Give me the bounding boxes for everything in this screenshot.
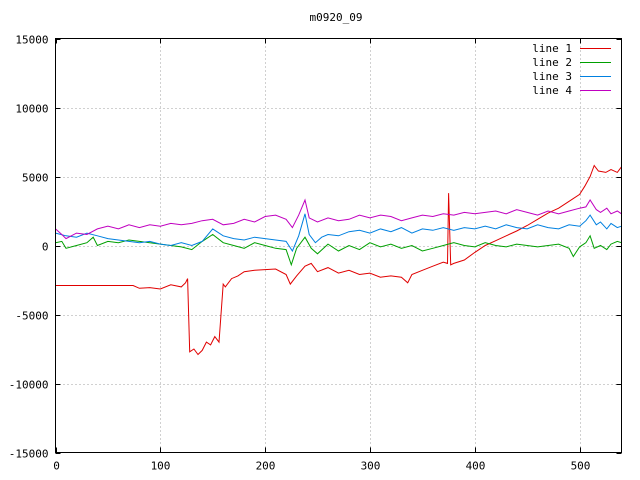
y-tick-label: -15000 [9,448,49,461]
series-line-4 [55,198,622,240]
legend-label-3: line 3 [532,70,572,83]
chart-title: m0920_09 [310,11,363,24]
x-tick-label: 400 [466,460,486,473]
plot-frame [55,38,622,453]
x-tick-label: 300 [361,460,381,473]
series-line-3 [55,213,622,253]
x-tick-label: 200 [256,460,276,473]
x-tick-label: 500 [571,460,591,473]
series-line-2 [55,233,622,267]
legend-label-2: line 2 [532,56,572,69]
x-tick-label: 0 [53,460,60,473]
grid-layer [55,38,622,453]
y-tick-label: -10000 [9,379,49,392]
legend-label-4: line 4 [532,84,572,97]
y-tick-label: 5000 [22,172,49,185]
y-tick-label: -5000 [15,310,48,323]
y-tick-label: 10000 [15,103,48,116]
y-tick-label: 0 [42,241,49,254]
series-line-1 [55,164,622,356]
x-tick-label: 100 [151,460,171,473]
legend-label-1: line 1 [532,42,572,55]
y-tick-label: 15000 [15,34,48,47]
series-layer [55,164,622,356]
axis-ticks: 0 100 200 300 400 500 -15000 -10000 -5000 0 5000 10… [9,34,622,473]
